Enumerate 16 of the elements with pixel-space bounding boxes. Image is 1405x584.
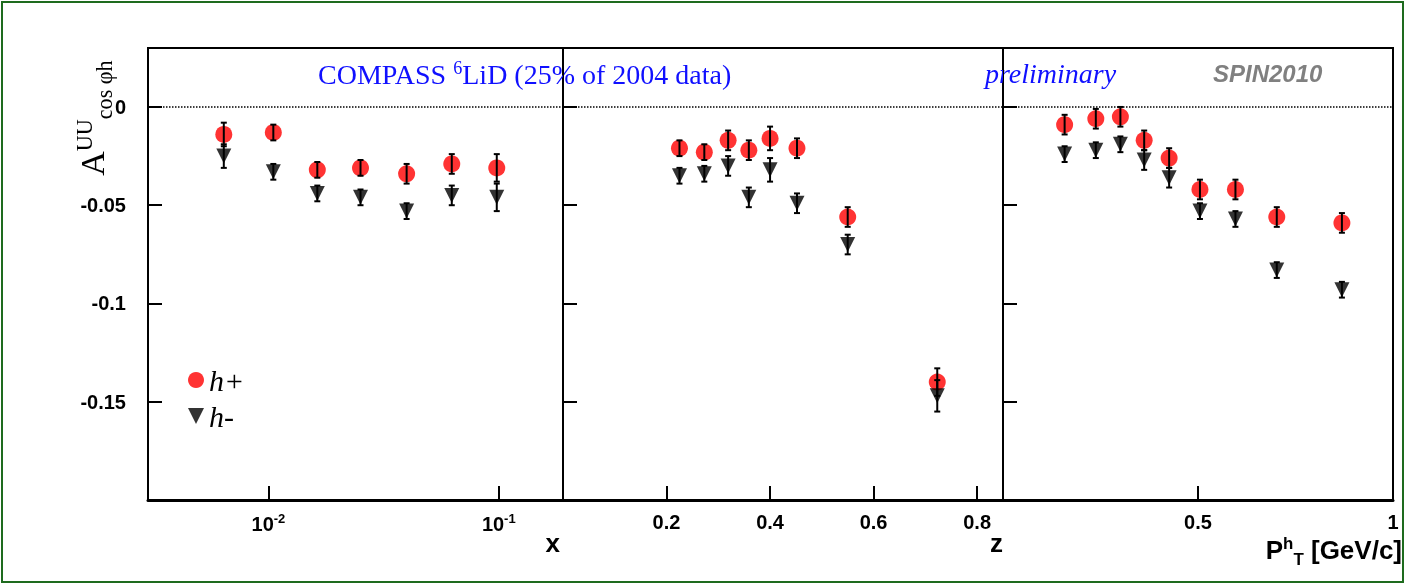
y-tick-label: -0.1 (91, 292, 126, 315)
y-tick-label: -0.05 (80, 194, 126, 217)
y-tick-label: 0 (114, 95, 126, 118)
y-tick-label: -0.15 (80, 390, 126, 413)
x-axis-title: z (990, 528, 1003, 559)
x-tick-label: 1 (1387, 511, 1399, 533)
x-axis-title: x (545, 528, 560, 559)
annotation: SPIN2010 (1213, 60, 1323, 88)
x-tick-label: 0.8 (963, 511, 992, 533)
x-axis-title: P$^{h}$$_{T}$ [GeV/c] (1265, 534, 1402, 570)
legend-label: h- (209, 399, 234, 433)
legend-label: h+ (209, 363, 245, 397)
x-tick-label: 0.2 (652, 511, 681, 533)
x-tick-label: 0.6 (859, 511, 888, 533)
x-tick-label: 0.4 (756, 511, 785, 533)
x-tick-label: 0.5 (1184, 511, 1212, 533)
